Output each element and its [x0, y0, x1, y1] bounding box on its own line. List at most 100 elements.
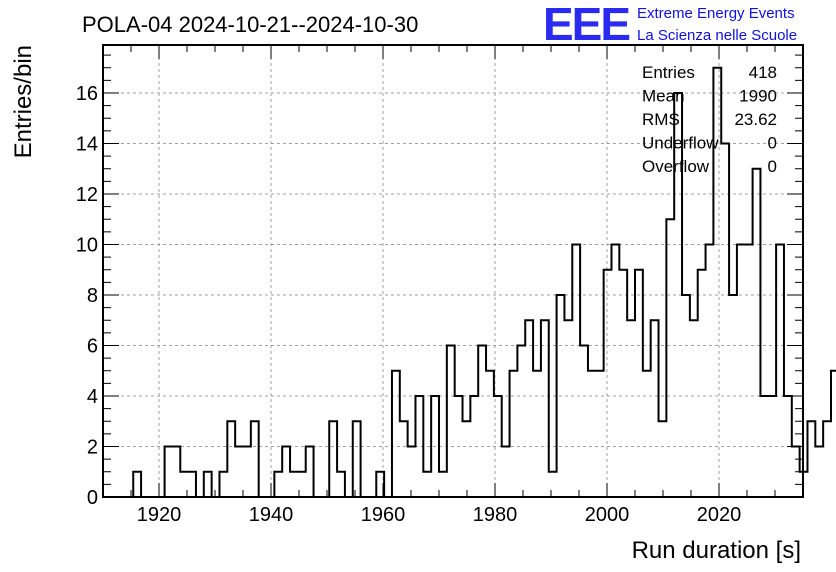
- histogram-bin: [510, 371, 518, 497]
- histogram-bin: [753, 169, 761, 497]
- histogram-bin: [713, 68, 721, 497]
- histogram-bin: [172, 446, 180, 497]
- histogram-bin: [431, 396, 439, 497]
- axis-ticks: [102, 45, 804, 498]
- histogram-bin: [807, 421, 815, 497]
- logo-line-1: Extreme Energy Events: [637, 5, 795, 22]
- x-tick-label: 1960: [361, 504, 406, 526]
- histogram-bin: [823, 421, 831, 497]
- histogram-bin: [227, 421, 235, 497]
- histogram-bin: [494, 396, 502, 497]
- y-tick-label: 10: [76, 234, 98, 256]
- histogram-bin: [415, 396, 423, 497]
- histogram-bin: [690, 320, 698, 497]
- histogram-bin: [619, 270, 627, 497]
- y-tick-label: 8: [87, 285, 98, 307]
- histogram-bin: [776, 244, 784, 497]
- histogram-bin: [815, 446, 823, 497]
- histogram-bin: [706, 244, 714, 497]
- histogram-bin: [478, 345, 486, 497]
- eee-logo: EEE Extreme Energy Events La Scienza nel…: [543, 0, 797, 50]
- histogram-bin: [455, 396, 463, 497]
- x-tick-label: 2000: [585, 504, 630, 526]
- y-tick-label: 2: [87, 436, 98, 458]
- y-tick-label: 14: [76, 133, 98, 155]
- histogram-bin: [674, 93, 682, 497]
- histogram-bin: [251, 421, 259, 497]
- stat-value: 1990: [739, 87, 777, 106]
- histogram-bin: [188, 472, 196, 497]
- histogram-bin: [235, 446, 243, 497]
- histogram-bin: [243, 446, 251, 497]
- histogram-bin: [564, 320, 572, 497]
- histogram-bin: [447, 345, 455, 497]
- histogram-bin: [745, 244, 753, 497]
- histogram-bin: [525, 320, 533, 497]
- stat-value: 23.62: [734, 110, 777, 129]
- stat-value: 0: [768, 134, 777, 153]
- histogram-bin: [392, 371, 400, 497]
- histogram-bin: [165, 446, 173, 497]
- y-tick-label: 4: [87, 386, 98, 408]
- stat-label: Mean: [642, 87, 685, 106]
- x-tick-label: 1940: [249, 504, 294, 526]
- x-axis-title: Run duration [s]: [632, 537, 801, 564]
- histogram-bin: [549, 472, 557, 497]
- histogram-bin: [580, 345, 588, 497]
- histogram-bin: [604, 270, 612, 497]
- histogram-bin: [643, 371, 651, 497]
- histogram-bin: [721, 143, 729, 497]
- y-tick-label: 0: [87, 487, 98, 509]
- histogram-bin: [502, 446, 510, 497]
- histogram-bin: [517, 345, 525, 497]
- x-tick-labels: 1920 1940 1960 1980 2000 2020: [137, 504, 742, 526]
- histogram-bin: [698, 270, 706, 497]
- histogram-bin: [133, 472, 141, 497]
- histogram-bin: [290, 472, 298, 497]
- histogram-bin: [627, 320, 635, 497]
- stats-box: Entries 418 Mean 1990 RMS 23.62 Underflow 0 Over…: [642, 63, 777, 176]
- y-tick-label: 12: [76, 184, 98, 206]
- y-tick-label: 16: [76, 83, 98, 105]
- histogram-bin: [596, 371, 604, 497]
- histogram-bin: [572, 244, 580, 497]
- stat-label: RMS: [642, 110, 680, 129]
- stat-value: 0: [768, 157, 777, 176]
- histogram-bin: [533, 371, 541, 497]
- histogram-bin: [337, 472, 345, 497]
- histogram-bin: [588, 371, 596, 497]
- chart-title: POLA-04 2024-10-21--2024-10-30: [82, 12, 418, 37]
- x-tick-label: 1920: [137, 504, 182, 526]
- histogram-bin: [439, 472, 447, 497]
- histogram-bin: [282, 446, 290, 497]
- histogram-bin: [541, 320, 549, 497]
- histogram-bin: [463, 421, 471, 497]
- x-tick-label: 1980: [473, 504, 518, 526]
- stat-label: Overflow: [642, 157, 710, 176]
- histogram-bin: [470, 396, 478, 497]
- histogram-bin: [329, 421, 337, 497]
- histogram-bin: [768, 396, 776, 497]
- histogram-bin: [611, 244, 619, 497]
- histogram-bin: [274, 472, 282, 497]
- histogram-bin: [486, 371, 494, 497]
- histogram-bin: [306, 446, 314, 497]
- histogram-bin: [760, 396, 768, 497]
- histogram-bars: [125, 66, 836, 498]
- histogram-bin: [729, 295, 737, 497]
- y-tick-labels: 0 2 4 6 8 10 12 14 16: [76, 83, 98, 509]
- y-tick-label: 6: [87, 335, 98, 357]
- histogram-bin: [635, 270, 643, 497]
- histogram-bin: [423, 472, 431, 497]
- logo-line-2: La Scienza nelle Scuole: [637, 27, 797, 44]
- histogram-bin: [737, 244, 745, 497]
- stat-value: 418: [749, 63, 777, 82]
- histogram-bin: [651, 320, 659, 497]
- plot-frame: [102, 44, 804, 498]
- histogram-bin: [682, 295, 690, 497]
- histogram-bin: [353, 421, 361, 497]
- histogram-bin: [219, 472, 227, 497]
- histogram-bin: [204, 472, 212, 497]
- histogram-bin: [659, 421, 667, 497]
